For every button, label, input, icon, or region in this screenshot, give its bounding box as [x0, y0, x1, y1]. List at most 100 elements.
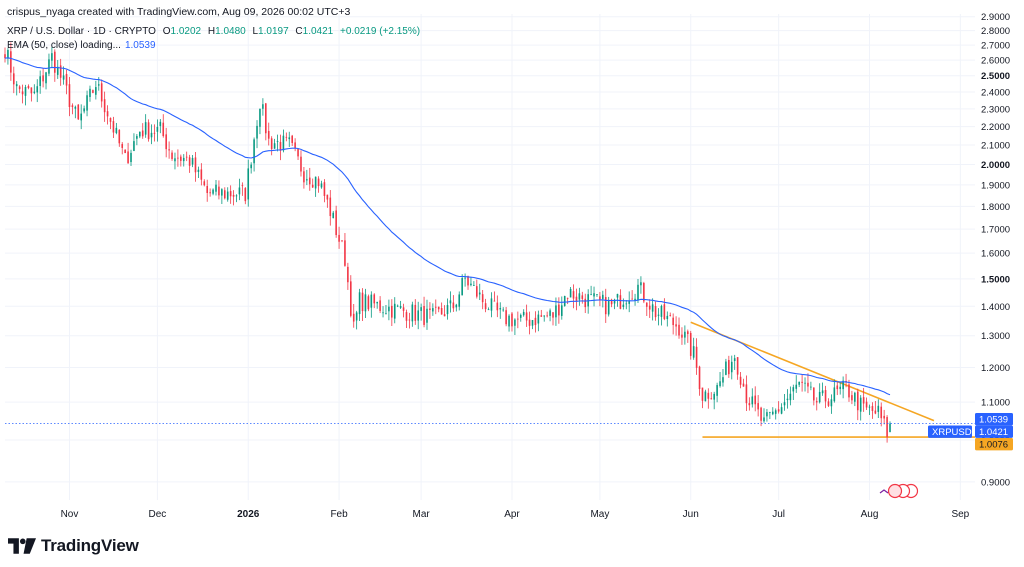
- candle-body: [725, 361, 727, 375]
- tradingview-logo-icon: [8, 538, 36, 554]
- candle-body: [643, 282, 645, 302]
- candle-body: [159, 121, 162, 127]
- candle-body: [859, 397, 862, 412]
- candle-body: [144, 122, 147, 135]
- price-label-box: [975, 412, 1013, 426]
- price-tick-label: 1.7000: [981, 225, 1010, 236]
- candle-body: [552, 312, 554, 318]
- candle-body: [634, 298, 636, 301]
- tradingview-logo[interactable]: TradingView: [8, 535, 139, 557]
- symbol-title[interactable]: XRP / U.S. Dollar · 1D · CRYPTO: [7, 26, 156, 37]
- candle-body: [393, 303, 396, 319]
- candle-body: [241, 185, 244, 187]
- candle-body: [455, 304, 458, 308]
- candle-body: [663, 304, 666, 320]
- candle-body: [355, 312, 358, 321]
- events-icon[interactable]: [879, 483, 919, 499]
- candle-body: [769, 412, 771, 413]
- candle-body: [584, 298, 587, 308]
- candle-body: [631, 298, 633, 300]
- candle-body: [262, 104, 264, 109]
- candle-body: [563, 295, 566, 306]
- candle-body: [121, 144, 124, 148]
- candle-body: [558, 304, 560, 316]
- symbol-tag-box: [928, 425, 972, 438]
- candle-body: [150, 132, 153, 138]
- candle-body: [332, 212, 335, 219]
- time-axis[interactable]: Nov Dec 2026 Feb Mar Apr May Jun Jul Aug Sep: [61, 509, 970, 520]
- candle-body: [288, 137, 291, 140]
- candle-body: [18, 86, 21, 90]
- candle-body: [68, 84, 71, 108]
- candle-body: [297, 149, 299, 157]
- candle-body: [367, 296, 370, 310]
- candle-body: [827, 401, 830, 406]
- candle-body: [250, 164, 252, 169]
- candle-body: [449, 300, 452, 304]
- price-tick-label: 2.0000: [981, 160, 1010, 171]
- candle-body: [429, 308, 431, 310]
- candle-body: [364, 294, 367, 312]
- candle-body: [270, 138, 273, 149]
- candle-body: [95, 87, 97, 95]
- candle-body: [514, 319, 516, 326]
- candle-body: [147, 122, 150, 140]
- candle-body: [777, 409, 780, 412]
- candle-body: [308, 177, 311, 185]
- candle-body: [103, 99, 106, 113]
- candle-body: [273, 143, 276, 149]
- candle-body: [423, 306, 425, 325]
- candle-body: [499, 308, 502, 310]
- candle-body: [388, 306, 390, 312]
- candle-body: [426, 308, 428, 323]
- candle-body: [127, 151, 129, 164]
- candle-body: [754, 395, 757, 405]
- symbol-tag-text: XRPUSD: [932, 427, 972, 438]
- candle-body: [599, 296, 601, 300]
- candle-body: [194, 157, 197, 173]
- candle-body: [165, 134, 167, 150]
- candle-body: [531, 320, 534, 326]
- candle-body: [382, 312, 384, 314]
- candle-body: [862, 397, 865, 404]
- price-axis[interactable]: 0.90001.00001.10001.20001.30001.40001.50…: [981, 12, 1010, 488]
- candle-body: [856, 391, 859, 411]
- candle-body: [15, 84, 18, 87]
- candle-body: [133, 141, 135, 151]
- time-tick-label: Sep: [951, 509, 969, 520]
- candle-body: [10, 51, 12, 73]
- price-tick-label: 2.1000: [981, 141, 1010, 152]
- candle-body: [156, 126, 159, 132]
- time-tick-label: 2026: [237, 509, 260, 520]
- price-label-text: 1.0421: [979, 427, 1008, 438]
- candle-body: [215, 184, 217, 192]
- candle-body: [402, 307, 405, 311]
- candle-body: [180, 156, 182, 161]
- candle-body: [21, 91, 24, 95]
- candle-body: [434, 306, 437, 308]
- candle-body: [525, 312, 528, 321]
- time-tick-label: Mar: [413, 509, 431, 520]
- candle-body: [619, 295, 622, 309]
- candle-body: [303, 171, 305, 183]
- candle-body: [654, 306, 657, 318]
- candle-body: [411, 304, 414, 322]
- candle-body: [818, 391, 821, 403]
- candle-body: [358, 292, 361, 315]
- candle-body: [713, 393, 715, 400]
- candle-body: [276, 141, 279, 142]
- candle-body: [385, 313, 387, 315]
- candle-body: [200, 169, 203, 180]
- candle-body: [596, 294, 598, 295]
- ema-label[interactable]: EMA (50, close) loading...: [7, 40, 121, 51]
- candle-body: [162, 122, 165, 137]
- candle-body: [798, 381, 800, 385]
- candle-body: [757, 403, 759, 410]
- tradingview-logo-text: TradingView: [41, 536, 139, 555]
- candle-body: [30, 87, 33, 94]
- candle-body: [45, 72, 47, 84]
- candle-body: [65, 73, 68, 86]
- price-tick-label: 1.3000: [981, 331, 1010, 342]
- candle-body: [604, 297, 607, 315]
